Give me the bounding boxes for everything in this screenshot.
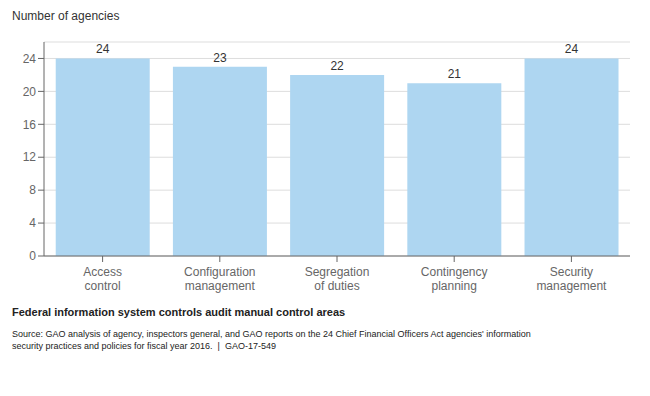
svg-text:Segregationof duties: Segregationof duties [305,265,370,293]
html-text:Federal information system con: Federal information system controls audi… [12,306,346,318]
html-text:Source: GAO analysis of agency: Source: GAO analysis of agency, inspecto… [12,329,531,339]
svg-text:Securitymanagement: Securitymanagement [536,265,607,293]
svg-text:Accesscontrol: Accesscontrol [83,265,122,293]
svg-text:24: 24 [96,42,110,56]
svg-text:24: 24 [23,52,37,66]
svg-text:12: 12 [23,150,37,164]
svg-text:23: 23 [213,51,227,65]
svg-text:8: 8 [29,183,36,197]
svg-text:21: 21 [448,67,462,81]
html-text:Number of agencies: Number of agencies [12,9,120,23]
svg-text:Contingencyplanning: Contingencyplanning [421,265,488,293]
svg-text:16: 16 [23,118,37,132]
svg-text:Configurationmanagement: Configurationmanagement [184,265,255,293]
svg-text:24: 24 [565,42,579,56]
svg-text:4: 4 [29,216,36,230]
html-text:security practices and policie: security practices and policies for fisc… [12,341,276,351]
svg-text:20: 20 [23,85,37,99]
svg-text:22: 22 [330,59,344,73]
svg-text:0: 0 [29,249,36,263]
